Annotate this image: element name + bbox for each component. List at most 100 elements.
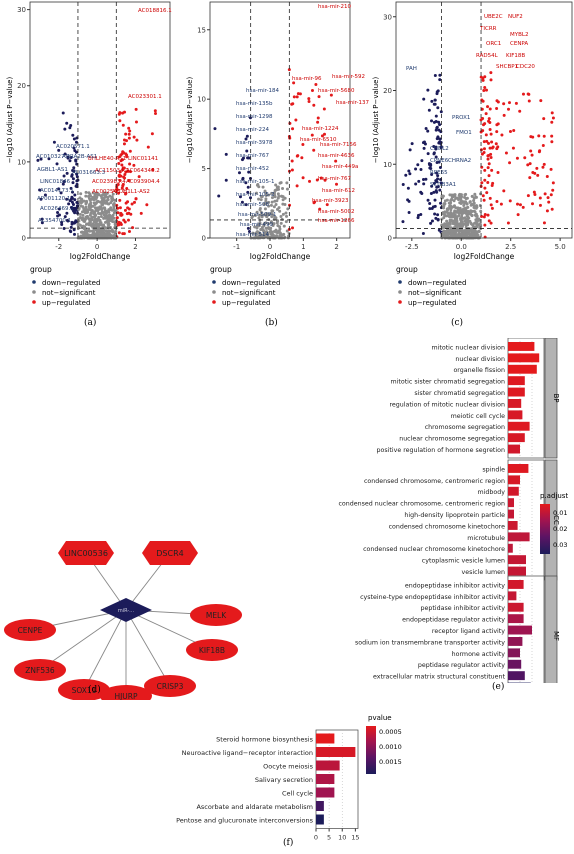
volcano-point xyxy=(72,146,76,150)
volcano-point xyxy=(315,178,319,182)
volcano-point xyxy=(285,214,289,218)
volcano-point xyxy=(483,186,487,190)
volcano-point xyxy=(481,78,485,82)
volcano-point xyxy=(550,207,554,211)
volcano-point xyxy=(78,223,82,227)
volcano-point xyxy=(473,210,477,214)
volcano-point xyxy=(276,192,280,196)
volcano-point xyxy=(91,196,95,200)
volcano-point xyxy=(489,132,493,136)
volcano-point xyxy=(130,202,134,206)
volcano-point xyxy=(255,191,259,195)
volcano-point xyxy=(538,196,542,200)
x-tick-label: -2 xyxy=(55,243,62,251)
volcano-point xyxy=(85,231,89,235)
volcano-point xyxy=(270,191,274,195)
volcano-point xyxy=(455,210,459,214)
gene-label: MELK xyxy=(206,611,227,620)
volcano-point xyxy=(489,71,493,75)
volcano-point xyxy=(81,224,85,228)
volcano-point xyxy=(486,157,490,161)
volcano-point xyxy=(126,218,130,222)
network-edge xyxy=(83,609,127,691)
volcano-point xyxy=(482,147,486,151)
volcano-point xyxy=(97,193,101,197)
volcano-point xyxy=(118,178,122,182)
gene-label-up: ORC1 xyxy=(486,41,501,47)
gene-label-down: hsa-mir-509-1 xyxy=(238,212,276,218)
go-term-label: nuclear division xyxy=(455,356,505,363)
go-bar xyxy=(508,353,540,363)
volcano-point xyxy=(482,88,486,92)
legend-tick-label: 0.01 xyxy=(553,509,567,517)
volcano-point xyxy=(459,195,463,199)
kegg-term-label: Pentose and glucuronate interconversions xyxy=(176,817,314,825)
volcano-point xyxy=(438,188,442,192)
volcano-point xyxy=(87,233,91,237)
volcano-point xyxy=(255,183,259,187)
volcano-point xyxy=(55,162,59,166)
volcano-point xyxy=(267,193,271,197)
volcano-point xyxy=(433,212,437,216)
x-tick-label: 1 xyxy=(301,243,305,251)
volcano-point xyxy=(450,198,454,202)
legend-title: group xyxy=(210,265,232,274)
volcano-point xyxy=(323,132,327,136)
volcano-point xyxy=(280,217,284,221)
facet-label: MF xyxy=(552,631,560,641)
volcano-point xyxy=(262,224,266,228)
gene-label-up: hsa-mir-3923 xyxy=(312,198,349,204)
volcano-point xyxy=(107,229,111,233)
volcano-point xyxy=(213,127,217,131)
go-bar xyxy=(508,410,523,420)
volcano-point xyxy=(483,212,487,216)
volcano-point xyxy=(430,172,434,176)
volcano-point xyxy=(495,106,499,110)
volcano-point xyxy=(550,134,554,138)
volcano-point xyxy=(104,229,108,233)
hub-node xyxy=(100,598,152,622)
volcano-point xyxy=(93,225,97,229)
x-tick-label: 5 xyxy=(327,834,331,841)
volcano-point xyxy=(454,196,458,200)
legend-marker xyxy=(212,300,216,304)
volcano-point xyxy=(473,213,477,217)
volcano-point xyxy=(285,181,289,185)
volcano-point xyxy=(265,212,269,216)
volcano-point xyxy=(114,219,118,223)
volcano-point xyxy=(90,223,94,227)
volcano-point xyxy=(472,221,476,225)
volcano-point xyxy=(264,226,268,230)
volcano-point xyxy=(264,231,268,235)
volcano-point xyxy=(71,190,75,194)
gene-label-down: CHDL2 xyxy=(430,146,449,152)
gene-label-up: CENPA xyxy=(510,41,528,47)
volcano-point xyxy=(439,181,443,185)
volcano-point xyxy=(438,123,442,127)
go-term-label: condensed chromosome kinetochore xyxy=(389,523,506,530)
volcano-point xyxy=(278,227,282,231)
volcano-point xyxy=(267,212,271,216)
volcano-point xyxy=(270,196,274,200)
volcano-point xyxy=(139,211,143,215)
volcano-point xyxy=(480,181,484,185)
volcano-point xyxy=(325,203,329,207)
volcano-point xyxy=(240,200,244,204)
x-tick-label: 0.0 xyxy=(456,243,467,251)
volcano-point xyxy=(481,129,485,133)
plot-frame xyxy=(395,1,573,239)
volcano-point xyxy=(68,229,72,233)
volcano-point xyxy=(435,171,439,175)
go-term-label: vesicle lumen xyxy=(462,569,505,576)
gene-label-up: hsa-mir-137 xyxy=(336,100,369,106)
volcano-point xyxy=(123,208,127,212)
volcano-point xyxy=(43,193,47,197)
gene-label-down: hsa-mir-1298 xyxy=(236,114,273,120)
volcano-point xyxy=(61,111,65,115)
volcano-point xyxy=(437,120,441,124)
volcano-point xyxy=(488,127,492,131)
volcano-point xyxy=(417,179,421,183)
volcano-point xyxy=(508,129,512,133)
gene-label-up: hsa-mir-210 xyxy=(318,4,351,10)
go-term-label: cysteine-type endopeptidase inhibitor ac… xyxy=(360,594,505,601)
